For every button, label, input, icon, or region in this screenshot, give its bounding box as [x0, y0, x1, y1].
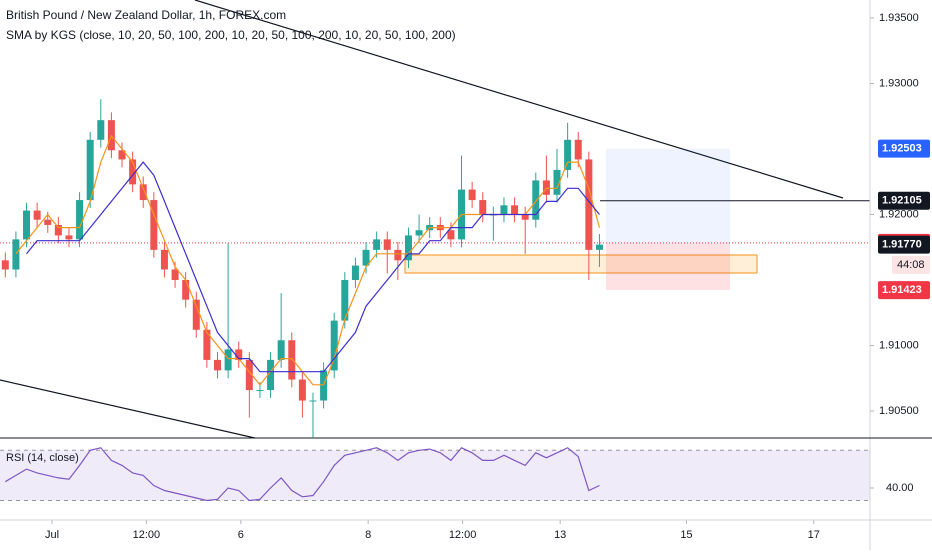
y-tick-label: 1.93500	[879, 12, 919, 24]
candle-body	[500, 205, 508, 215]
rsi-band	[0, 450, 870, 501]
indicator-label: SMA by KGS (close, 10, 20, 50, 100, 200,…	[6, 28, 456, 42]
candle-body	[383, 239, 391, 250]
candle-body	[214, 359, 221, 371]
candle-body	[298, 379, 306, 401]
candle-body	[415, 230, 423, 236]
candle-body	[33, 210, 41, 220]
candle-body	[330, 320, 338, 371]
candle-body	[86, 139, 94, 201]
candle-body	[23, 210, 31, 240]
candle-body	[309, 400, 317, 402]
candle-body	[320, 370, 328, 401]
rsi-title: RSI (14, close)	[6, 452, 79, 464]
candle-body	[118, 150, 126, 160]
candle-body	[288, 340, 296, 380]
candle-body	[1, 260, 9, 270]
candle-body	[532, 180, 540, 220]
price-tag	[878, 281, 930, 300]
candle-body	[245, 359, 253, 391]
countdown-tag	[892, 255, 930, 274]
x-tick-label: 8	[365, 529, 371, 541]
candle-body	[54, 224, 62, 236]
y-tick-label: 1.90500	[879, 405, 919, 417]
x-tick-label: 15	[680, 529, 692, 541]
rsi-line	[4, 447, 600, 502]
candle-body	[542, 180, 550, 195]
candle-body	[595, 244, 603, 250]
price-tag	[878, 191, 930, 210]
sma-line	[26, 161, 600, 373]
price-tag	[878, 139, 930, 158]
x-tick-label: 13	[554, 529, 566, 541]
candle-body	[44, 219, 52, 225]
zone	[404, 254, 758, 274]
price-tag	[878, 235, 930, 254]
candle-body	[341, 279, 349, 321]
candle-body	[192, 299, 200, 330]
price-tag-label: 1.91423	[882, 284, 922, 296]
trend-line	[0, 379, 256, 439]
candle-body	[12, 239, 20, 270]
candle-body	[256, 390, 264, 392]
x-tick-label: 12:00	[133, 529, 161, 541]
candle-body	[521, 214, 529, 220]
candle-body	[129, 159, 137, 185]
y-tick-label: 1.93000	[879, 77, 919, 89]
marks	[0, 99, 870, 524]
candle-body	[97, 120, 105, 140]
y-tick-label: 1.91000	[879, 339, 919, 351]
candle-body	[171, 269, 179, 280]
y-tick-label: 1.92000	[879, 208, 919, 220]
candle-body	[479, 200, 487, 215]
candle-body	[65, 235, 73, 240]
chart-title: British Pound / New Zealand Dollar, 1h, …	[6, 8, 286, 22]
candle-body	[203, 329, 211, 360]
candle-body	[404, 235, 412, 261]
candle-body	[553, 169, 561, 195]
target-zone	[606, 148, 730, 243]
candle-body	[574, 139, 582, 160]
price-tag-label: 1.92105	[882, 195, 922, 207]
candle-body	[447, 230, 455, 240]
candle-body	[277, 340, 285, 360]
y-tick-label: 40.00	[886, 482, 914, 494]
candle-body	[267, 359, 275, 391]
candle-body	[585, 159, 593, 250]
candle-body	[160, 249, 168, 270]
candle-body	[373, 239, 381, 250]
price-tag-label: 1.92503	[882, 142, 922, 154]
x-tick-label: 17	[808, 529, 820, 541]
candle-body	[76, 200, 84, 240]
price-tag-label: 1.91770	[882, 239, 922, 251]
candle-body	[511, 205, 519, 215]
candle-body	[224, 349, 232, 371]
candle-body	[235, 349, 243, 360]
x-tick-label: 6	[238, 529, 244, 541]
candle-body	[182, 279, 190, 300]
candle-body	[139, 184, 147, 201]
candle-body	[351, 265, 359, 280]
stop-zone	[606, 242, 730, 291]
candle-body	[362, 249, 370, 266]
candle-body	[468, 189, 476, 201]
candle-body	[564, 139, 572, 170]
countdown: 44:08	[897, 259, 925, 271]
x-tick-label: Jul	[45, 529, 59, 541]
x-tick-label: 12:00	[449, 529, 477, 541]
trend-line	[194, 0, 844, 199]
candle-body	[150, 200, 158, 250]
candle-body	[394, 249, 402, 261]
